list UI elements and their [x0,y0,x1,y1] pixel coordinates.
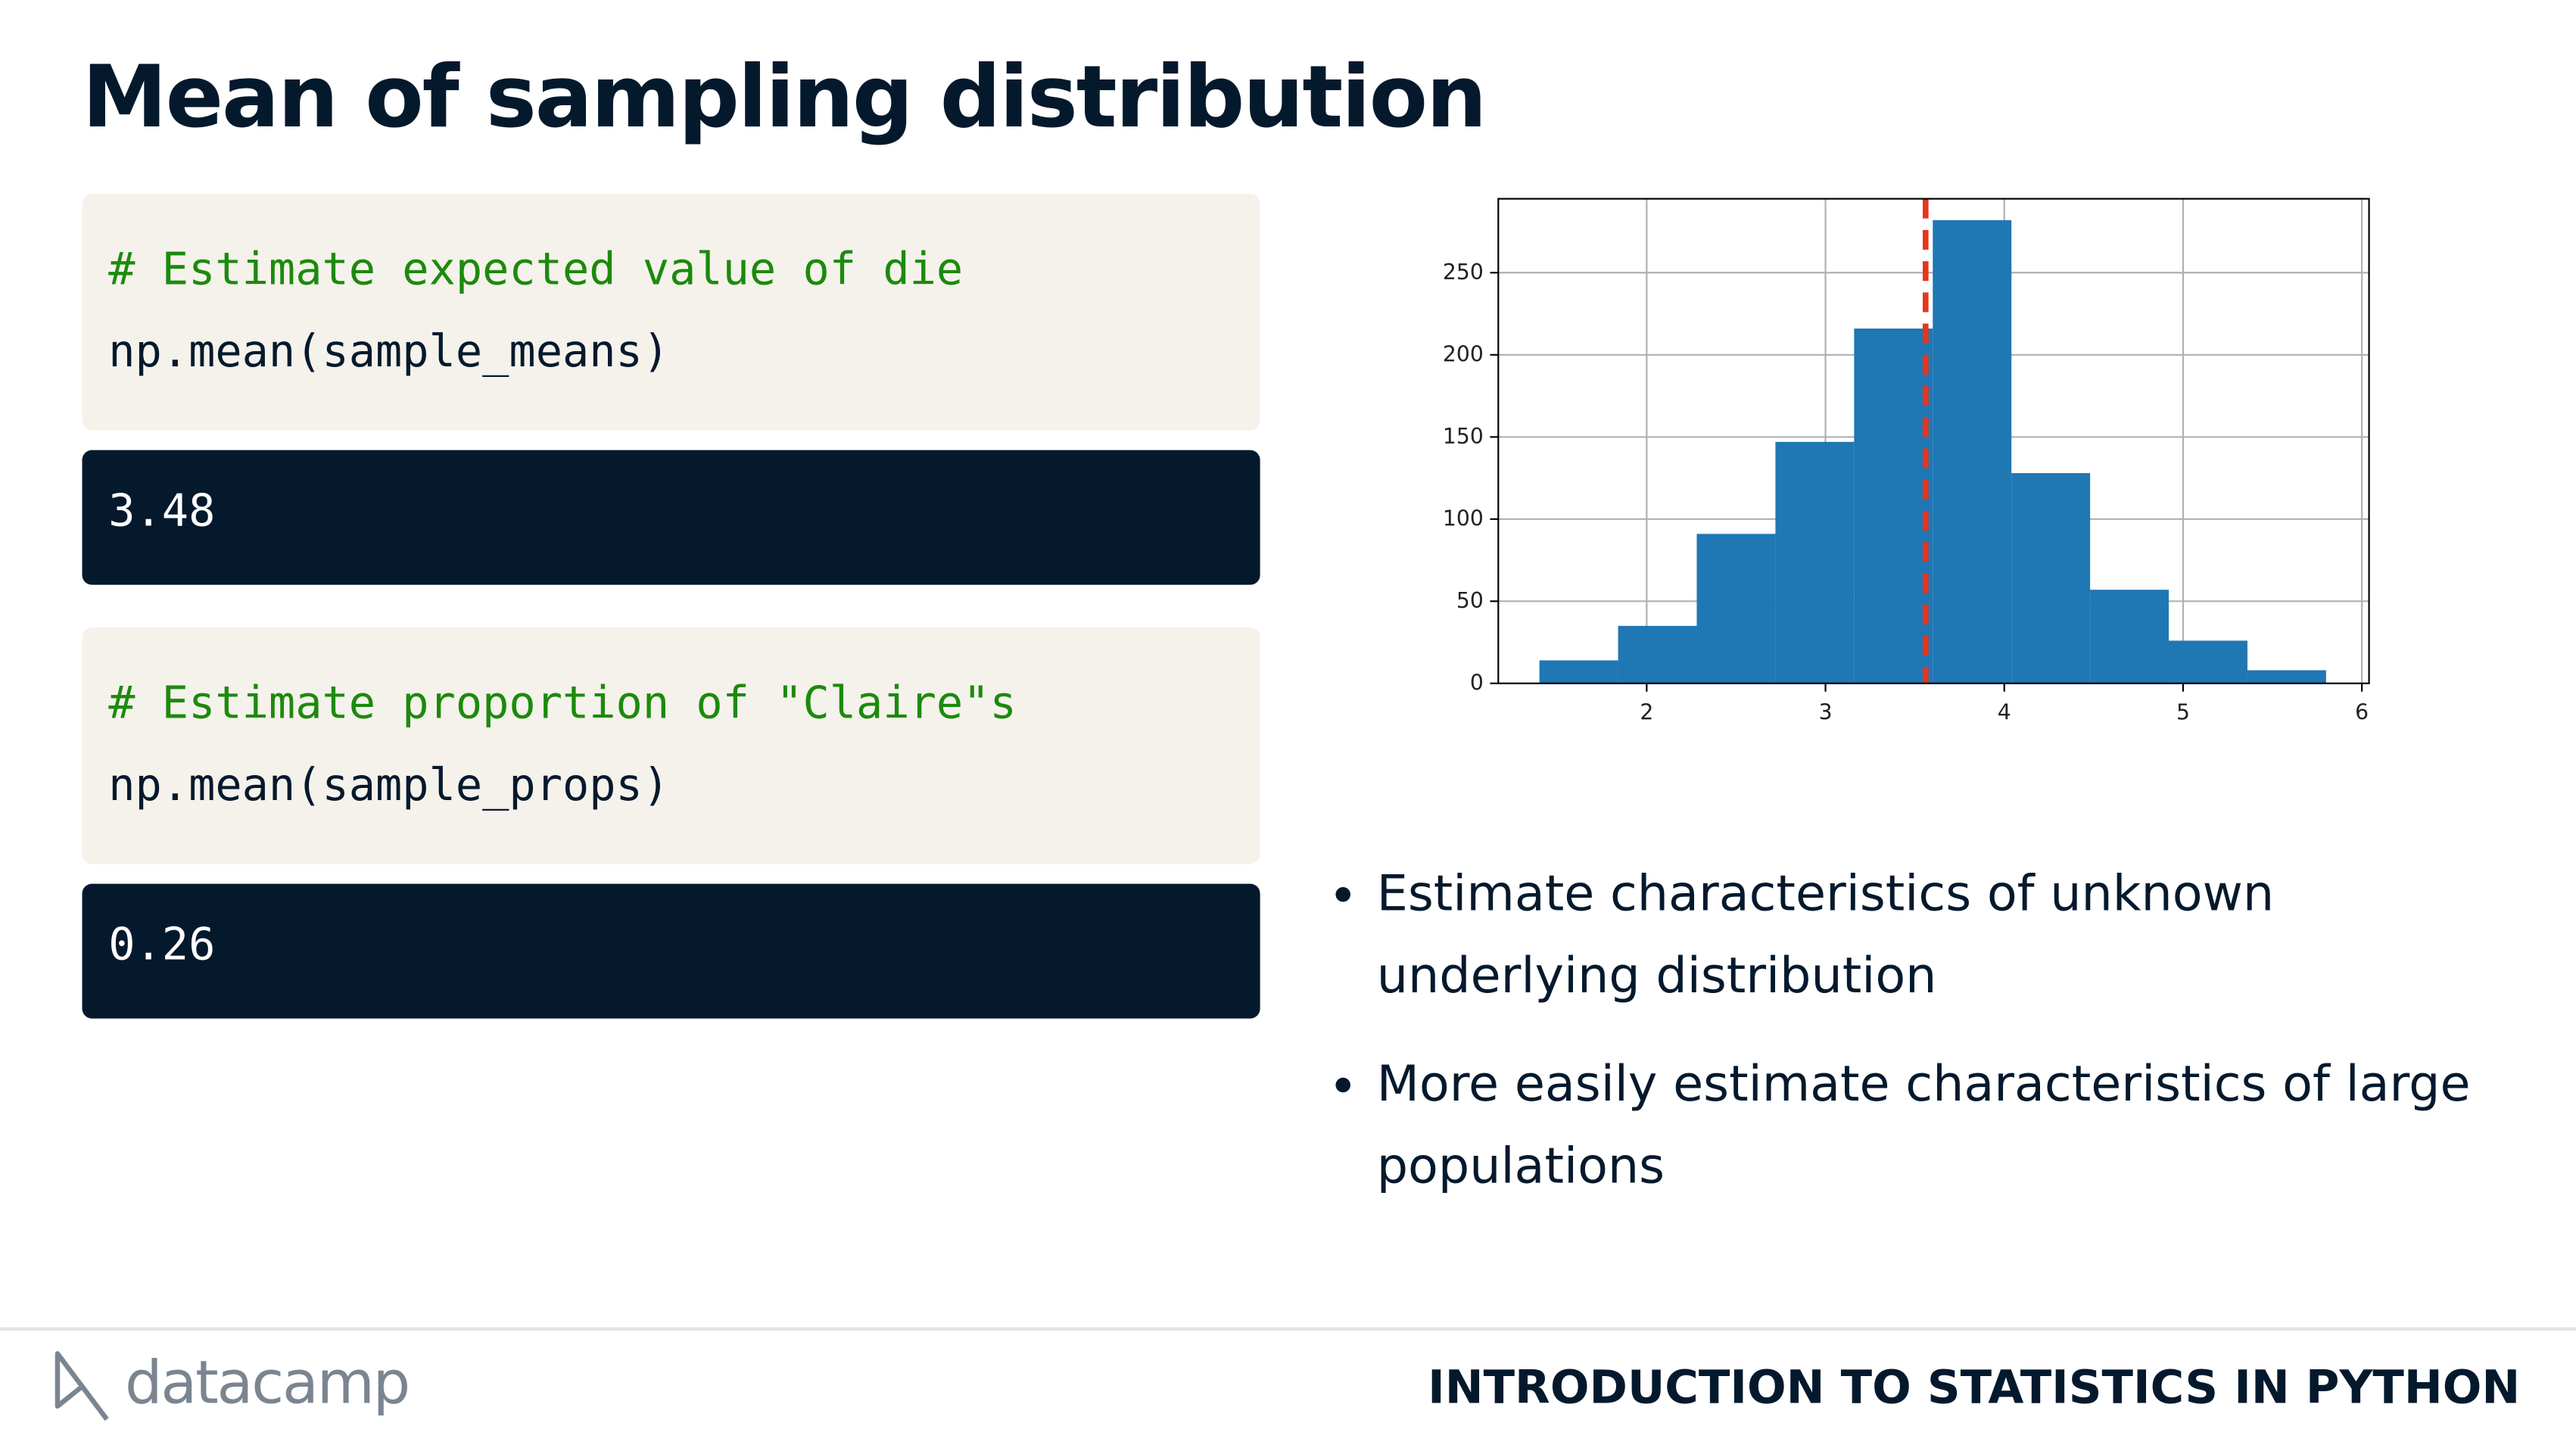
logo-icon [55,1351,109,1421]
y-tick-label: 50 [1456,588,1484,613]
x-tick-label: 5 [2176,700,2190,725]
x-tick-label: 3 [1819,700,1833,725]
bar [2011,473,2091,683]
bullet: Estimate characteristics of unknown unde… [1377,855,2527,1019]
y-tick-label: 0 [1470,671,1484,696]
x-tick-label: 6 [2355,700,2369,725]
y-tick-label: 200 [1443,341,1484,366]
code-output: 0.26 [82,883,1260,1019]
footer-rule [0,1327,2576,1331]
bar [1696,534,1776,683]
y-tick-label: 150 [1443,424,1484,449]
bullet: More easily estimate characteristics of … [1377,1045,2527,1209]
bar [1933,220,2012,683]
code-comment: # Estimate expected value of die [108,244,964,296]
code-block: # Estimate expected value of die np.mean… [82,194,1260,431]
slide-title: Mean of sampling distribution [82,49,1487,148]
code-line: np.mean(sample_means) [108,326,670,378]
bullet-list: Estimate characteristics of unknown unde… [1314,855,2527,1236]
bar [2247,670,2326,683]
bar [2090,590,2170,683]
bar [1539,660,1618,683]
bar [1618,625,1697,683]
bar [1854,328,1933,683]
course-name: INTRODUCTION TO STATISTICS IN PYTHON [1428,1360,2521,1415]
x-tick-label: 4 [1998,700,2011,725]
code-block: # Estimate proportion of "Claire"s np.me… [82,627,1260,864]
bar [1775,441,1855,683]
bar [2169,640,2247,683]
y-tick-label: 250 [1443,260,1484,285]
chart: 0 50 100 150 200 250 2 3 4 5 6 [1443,198,2370,725]
logo-text: datacamp [124,1350,410,1418]
code-output: 3.48 [82,450,1260,585]
y-tick-label: 100 [1443,506,1484,531]
x-tick-label: 2 [1640,700,1653,725]
code-comment: # Estimate proportion of "Claire"s [108,678,1017,730]
plot-frame [1497,198,2370,684]
code-line: np.mean(sample_props) [108,760,670,812]
